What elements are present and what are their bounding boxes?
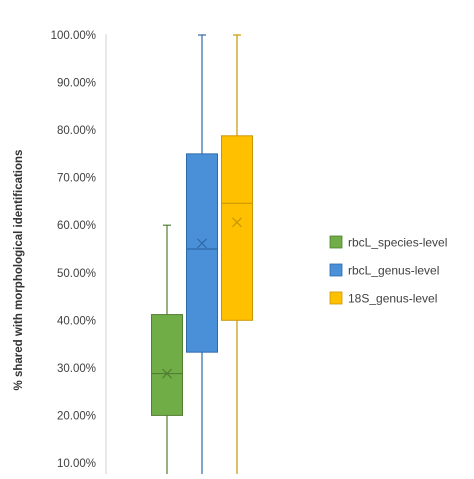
legend-label: rbcL_genus-level [348, 264, 439, 278]
y-tick-label: 90.00% [57, 78, 96, 90]
y-tick-label: 20.00% [57, 410, 96, 422]
y-tick-label: 70.00% [57, 173, 96, 185]
y-tick-labels: 10.00% 20.00% 30.00% 40.00% 50.00% 60.00% 70.0… [51, 30, 96, 470]
mean-marker [232, 217, 242, 228]
legend-swatch [329, 235, 343, 249]
legend-label: rbcL_species-level [348, 236, 447, 250]
legend: rbcL_species-level rbcL_genus-level 18S_ge… [329, 235, 447, 306]
box-rbcL_genus-level [186, 34, 218, 474]
y-tick-label: 80.00% [57, 125, 96, 137]
legend-label: 18S_genus-level [348, 292, 437, 306]
y-tick-label: 50.00% [57, 268, 96, 280]
legend-entry: rbcL_species-level [329, 235, 447, 250]
y-tick-label: 40.00% [57, 315, 96, 327]
y-tick-label: 100.00% [51, 30, 96, 42]
box-18S_genus-level [221, 34, 253, 474]
mean-marker [162, 368, 172, 379]
y-tick-label: 30.00% [57, 363, 96, 375]
box-body [221, 135, 253, 321]
y-axis-title: % shared with morphological identificati… [13, 150, 25, 391]
legend-entry: rbcL_genus-level [329, 263, 439, 278]
y-tick-label: 60.00% [57, 220, 96, 232]
legend-swatch [329, 291, 343, 305]
legend-entry: 18S_genus-level [329, 291, 437, 306]
box-body [151, 314, 183, 416]
box-body [186, 153, 218, 353]
mean-marker [197, 238, 207, 249]
box-series [151, 34, 253, 474]
y-tick-label: 10.00% [57, 458, 96, 470]
box-rbcL_species-level [151, 224, 183, 474]
legend-swatch [329, 263, 343, 277]
